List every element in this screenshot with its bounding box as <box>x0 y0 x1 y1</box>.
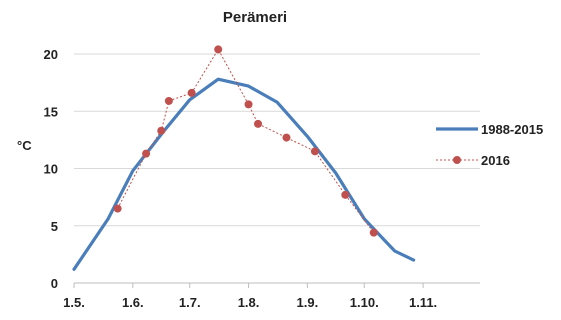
y-tick-label: 10 <box>44 162 58 177</box>
data-point <box>157 126 166 135</box>
y-ticks: 0 5 10 15 20 <box>44 47 58 291</box>
x-tick-label: 1.8. <box>238 295 260 310</box>
x-tick-label: 1.10. <box>350 295 379 310</box>
data-point <box>341 190 350 199</box>
gridlines <box>74 53 480 227</box>
x-ticks: 1.5. 1.6. 1.7. 1.8. 1.9. 1.10. 1.11. <box>63 283 437 310</box>
y-tick-label: 0 <box>51 276 58 291</box>
x-tick-label: 1.5. <box>63 295 85 310</box>
series-layer <box>72 45 416 271</box>
x-tick-label: 1.6. <box>122 295 144 310</box>
data-point <box>187 88 196 97</box>
data-point <box>310 147 319 156</box>
x-tick-label: 1.9. <box>297 295 319 310</box>
data-point <box>113 204 122 213</box>
chart-title: Perämeri <box>223 9 287 26</box>
data-point <box>254 119 263 128</box>
data-point <box>282 133 291 142</box>
data-point <box>142 149 151 158</box>
legend: 1988-2015 2016 <box>436 122 543 168</box>
legend-label: 2016 <box>481 153 510 168</box>
series-line-2016 <box>117 48 375 233</box>
series-line-1988-2015 <box>72 77 416 271</box>
data-point <box>244 100 253 109</box>
legend-swatch-marker <box>453 156 461 164</box>
y-axis-label: °C <box>17 138 32 153</box>
data-point <box>164 96 173 105</box>
data-point <box>214 45 223 54</box>
x-tick-label: 1.7. <box>179 295 201 310</box>
data-point <box>369 228 378 237</box>
y-tick-label: 5 <box>51 219 58 234</box>
legend-label: 1988-2015 <box>481 122 543 137</box>
x-tick-label: 1.11. <box>409 295 437 310</box>
y-tick-label: 15 <box>44 104 58 119</box>
y-tick-label: 20 <box>44 47 58 62</box>
